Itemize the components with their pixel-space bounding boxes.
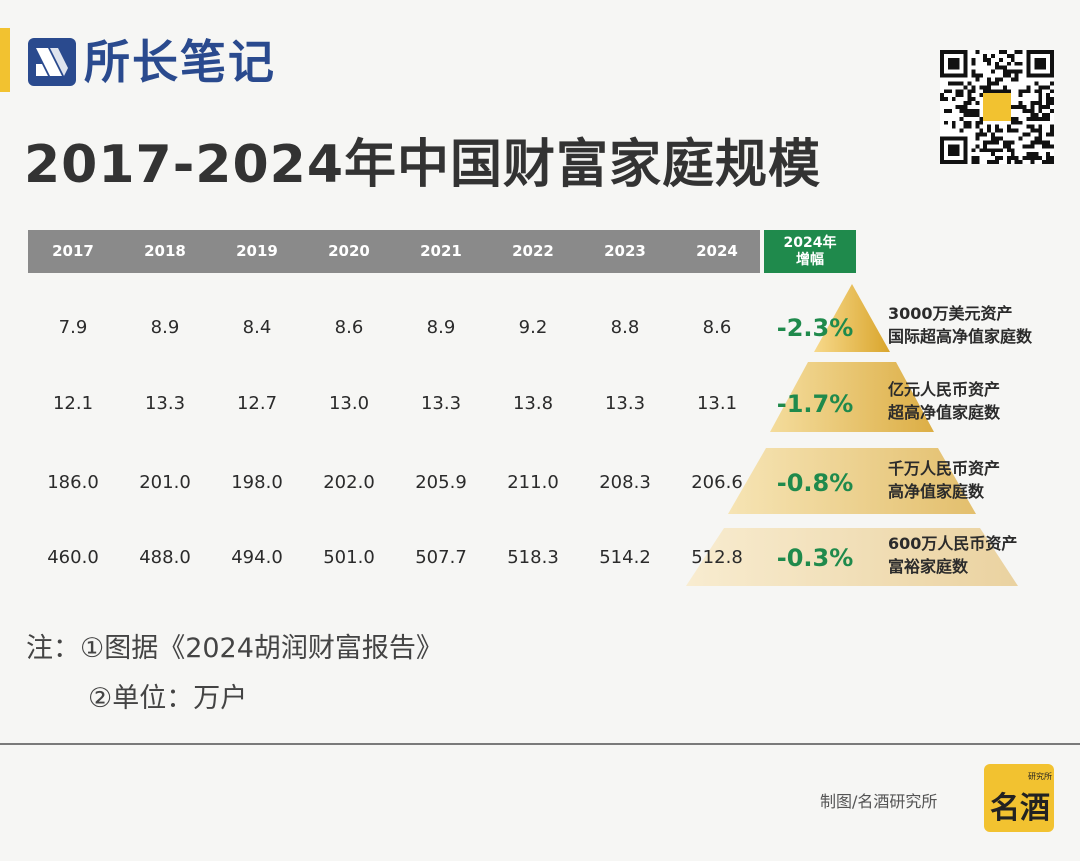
pyramid-tier-2 xyxy=(770,362,934,432)
table-row: 12.1 13.3 12.7 13.0 13.3 13.8 13.3 13.1 … xyxy=(0,380,1080,424)
pyramid-tier-3 xyxy=(728,448,976,514)
logo-main-text: 名酒 xyxy=(990,791,1050,826)
table-row: 7.9 8.9 8.4 8.6 8.9 9.2 8.8 8.6 -2.3% 30… xyxy=(0,304,1080,348)
category-line2: 高净值家庭数 xyxy=(888,482,985,501)
chart-credit: 制图/名酒研究所 xyxy=(820,792,938,811)
category-line2: 富裕家庭数 xyxy=(888,557,969,576)
header-year: 2018 xyxy=(144,242,186,260)
growth-value: -2.3% xyxy=(776,314,854,342)
growth-value: -1.7% xyxy=(776,390,854,418)
growth-header-line1: 2024年 xyxy=(783,234,837,251)
brand: 所长笔记 xyxy=(28,38,276,86)
table-cell: 8.8 xyxy=(610,317,640,338)
table-cell: 12.1 xyxy=(52,393,94,414)
table-cell: 13.3 xyxy=(604,393,646,414)
table-cell: 488.0 xyxy=(139,547,191,568)
category-line2: 国际超高净值家庭数 xyxy=(888,327,1033,346)
category-line1: 3000万美元资产 xyxy=(888,304,1013,323)
table-header: 2017 2018 2019 2020 2021 2022 2023 2024 xyxy=(28,230,760,273)
table-cell: 13.3 xyxy=(420,393,462,414)
table-cell: 8.6 xyxy=(702,317,732,338)
table-cell: 201.0 xyxy=(139,472,191,493)
table-cell: 206.6 xyxy=(691,472,743,493)
category-line1: 亿元人民币资产 xyxy=(888,380,1001,399)
table-cell: 8.6 xyxy=(334,317,364,338)
table-cell: 13.3 xyxy=(144,393,186,414)
table-cell: 8.9 xyxy=(426,317,456,338)
table-cell: 12.7 xyxy=(236,393,278,414)
mingjiu-logo-art: 研究所 名酒 xyxy=(990,771,1052,826)
table-cell: 501.0 xyxy=(323,547,375,568)
note-unit: ②单位：万户 xyxy=(88,683,248,714)
note-source: 注：①图据《2024胡润财富报告》 xyxy=(26,633,443,664)
pyramid-tier-4 xyxy=(686,528,1018,586)
page-title: 2017-2024年中国财富家庭规模 xyxy=(24,135,822,195)
growth-header: 2024年 增幅 xyxy=(764,230,856,273)
growth-value: -0.8% xyxy=(776,469,854,497)
table-row: 460.0 488.0 494.0 501.0 507.7 518.3 514.… xyxy=(0,534,1080,578)
brand-logo-icon xyxy=(28,38,76,86)
header-year: 2017 xyxy=(52,242,94,260)
table-cell: 8.4 xyxy=(242,317,272,338)
table-cell: 9.2 xyxy=(518,317,548,338)
table-cell: 13.0 xyxy=(328,393,370,414)
category-label: 3000万美元资产 国际超高净值家庭数 xyxy=(888,302,1032,348)
table-cell: 198.0 xyxy=(231,472,283,493)
divider xyxy=(0,743,1080,745)
pyramid-tier-1 xyxy=(814,284,890,352)
brand-name: 所长笔记 xyxy=(84,35,276,89)
table-row: 186.0 201.0 198.0 202.0 205.9 211.0 208.… xyxy=(0,459,1080,503)
growth-value: -0.3% xyxy=(776,544,854,572)
table-cell: 13.8 xyxy=(512,393,554,414)
header-year: 2022 xyxy=(512,242,554,260)
table-cell: 186.0 xyxy=(47,472,99,493)
table-cell: 514.2 xyxy=(599,547,651,568)
header-year: 2023 xyxy=(604,242,646,260)
table-cell: 512.8 xyxy=(691,547,743,568)
mingjiu-logo-icon: 研究所 名酒 xyxy=(984,764,1054,832)
category-label: 千万人民币资产 高净值家庭数 xyxy=(888,457,1000,503)
category-line1: 千万人民币资产 xyxy=(888,459,1001,478)
table-cell: 494.0 xyxy=(231,547,283,568)
header-year: 2021 xyxy=(420,242,462,260)
table-cell: 8.9 xyxy=(150,317,180,338)
qr-code-icon[interactable] xyxy=(940,50,1054,164)
header-year: 2020 xyxy=(328,242,370,260)
category-label: 600万人民币资产 富裕家庭数 xyxy=(888,532,1017,578)
header-year: 2019 xyxy=(236,242,278,260)
accent-bar xyxy=(0,28,10,92)
table-cell: 13.1 xyxy=(696,393,738,414)
header-year: 2024 xyxy=(696,242,738,260)
table-cell: 507.7 xyxy=(415,547,467,568)
table-cell: 211.0 xyxy=(507,472,559,493)
table-cell: 202.0 xyxy=(323,472,375,493)
table-cell: 208.3 xyxy=(599,472,651,493)
growth-header-line2: 增幅 xyxy=(796,251,824,268)
table-cell: 460.0 xyxy=(47,547,99,568)
table-cell: 518.3 xyxy=(507,547,559,568)
category-label: 亿元人民币资产 超高净值家庭数 xyxy=(888,378,1000,424)
table-cell: 7.9 xyxy=(58,317,88,338)
category-line1: 600万人民币资产 xyxy=(888,534,1018,553)
table-cell: 205.9 xyxy=(415,472,467,493)
logo-small-text: 研究所 xyxy=(1028,771,1052,781)
category-line2: 超高净值家庭数 xyxy=(888,403,1001,422)
